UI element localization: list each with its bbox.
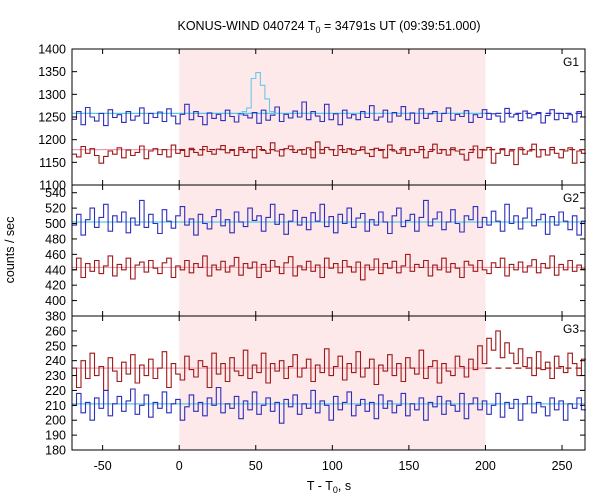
panel-frame-g3 (71, 315, 586, 451)
y-tick-label-g2: 500 (45, 217, 66, 231)
y-tick-label-g3: 180 (45, 444, 66, 458)
x-tick-label: 50 (249, 459, 263, 473)
series-g3-red (72, 330, 586, 391)
y-tick-label-g3: 240 (45, 354, 66, 368)
chart-title: KONUS-WIND 040724 T0 = 34791s UT (09:39:… (178, 19, 481, 35)
y-tick-label-g1: 1300 (38, 88, 66, 102)
y-tick-label-g1: 1100 (39, 179, 66, 193)
y-tick-label-g2: 540 (45, 186, 66, 200)
x-axis-label: T - T0, s (307, 479, 351, 495)
y-tick-label-g2: 380 (45, 310, 66, 324)
series-g2-blue (72, 199, 586, 236)
highlight-layer (179, 49, 486, 450)
y-tick-label-g3: 260 (45, 324, 66, 338)
series-g1-red (72, 141, 586, 166)
x-tick-label: 200 (475, 459, 496, 473)
series-g2-red (72, 253, 586, 281)
y-tick-label-g3: 250 (45, 339, 66, 353)
panel-label-g1: G1 (563, 55, 579, 69)
series-layer (72, 72, 586, 424)
frame-layer (71, 48, 586, 451)
x-tick-label: -50 (94, 459, 112, 473)
y-tick-label-g3: 210 (45, 399, 66, 413)
x-tick-label: 0 (176, 459, 183, 473)
y-tick-label-g3: 230 (45, 369, 66, 383)
highlight-band-g2 (179, 185, 486, 316)
y-tick-label-g3: 200 (45, 414, 66, 428)
x-tick-label: 100 (322, 459, 343, 473)
series-g3-blue (72, 386, 586, 424)
highlight-band-g3 (179, 316, 486, 450)
y-tick-label-g1: 1250 (38, 111, 66, 125)
y-tick-label-g2: 480 (45, 232, 66, 246)
y-tick-label-g2: 460 (45, 248, 66, 262)
y-tick-label-g1: 1350 (38, 65, 66, 79)
y-tick-label-g3: 190 (45, 429, 66, 443)
y-tick-label-g2: 400 (45, 294, 66, 308)
x-tick-label: 250 (552, 459, 573, 473)
y-tick-label-g1: 1200 (38, 133, 66, 147)
series-g1-highres (237, 72, 279, 116)
y-tick-label-g2: 420 (45, 279, 66, 293)
y-tick-label-g1: 1150 (39, 156, 66, 170)
y-tick-label-g2: 440 (45, 263, 66, 277)
panel-label-g2: G2 (563, 191, 579, 205)
x-tick-label: 150 (398, 459, 419, 473)
series-g1-blue (72, 101, 586, 127)
y-tick-label-g2: 520 (45, 202, 66, 216)
y-tick-label-g3: 220 (45, 384, 66, 398)
y-tick-label-g1: 1400 (38, 43, 66, 57)
y-axis-label: counts / sec (3, 217, 17, 284)
panel-label-g3: G3 (563, 322, 579, 336)
